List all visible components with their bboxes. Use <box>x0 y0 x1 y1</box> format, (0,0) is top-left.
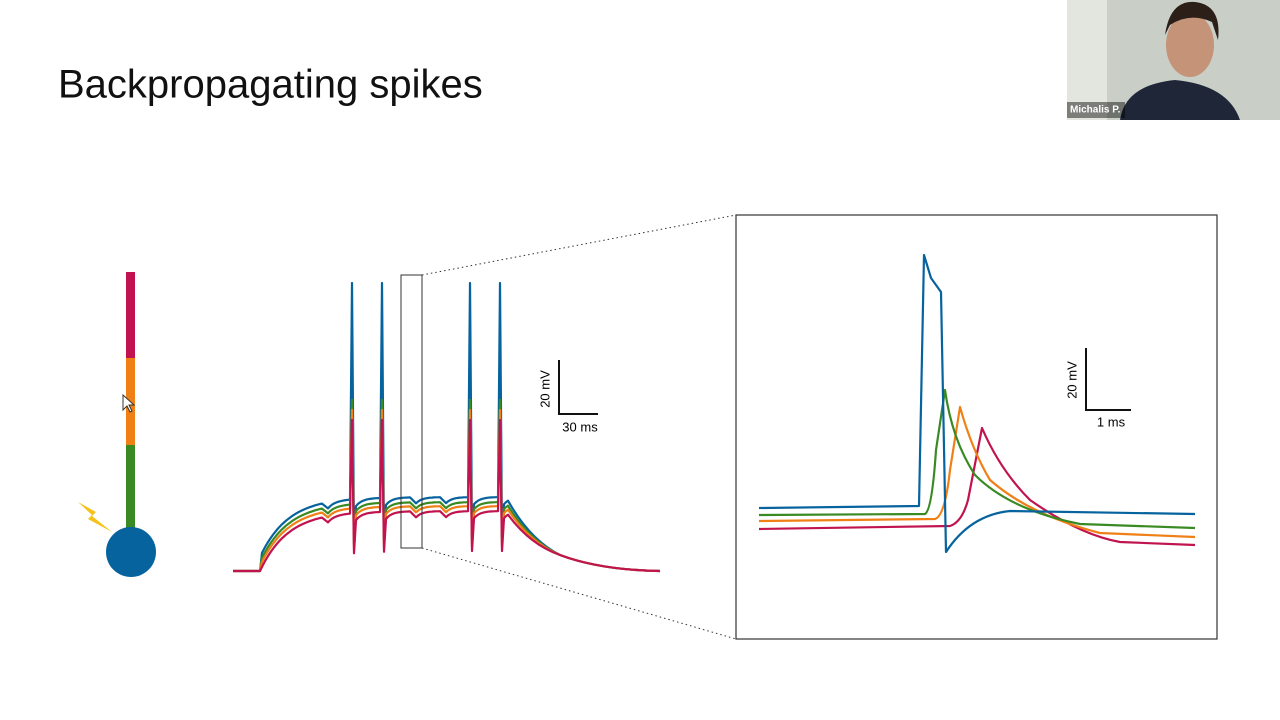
scale-time: 30 ms <box>562 419 598 434</box>
trace-distal <box>758 426 1196 547</box>
zoom-traces <box>758 253 1196 554</box>
scale-time: 1 ms <box>1097 414 1126 429</box>
video-wall <box>1067 0 1107 120</box>
trace-middle <box>233 408 661 573</box>
person-face <box>1166 13 1214 77</box>
stimulus-bolt <box>78 502 112 532</box>
scale-voltage: 20 mV <box>537 370 552 408</box>
trace-distal <box>233 418 661 573</box>
neuron <box>78 272 156 577</box>
zoom-window <box>400 274 423 549</box>
name-badge <box>1067 102 1125 118</box>
soma <box>106 527 156 577</box>
scale-bar <box>1085 348 1131 411</box>
trace-proximal <box>233 398 661 573</box>
participant-name: Michalis P. <box>1070 105 1121 116</box>
trace-proximal <box>758 388 1196 530</box>
trace-soma <box>758 253 1196 554</box>
video-tile: Michalis P. <box>1067 0 1280 120</box>
spike-train <box>233 281 661 573</box>
zoom-connector <box>421 214 737 276</box>
person-hair <box>1165 1 1219 40</box>
dendrite-proximal <box>126 445 135 530</box>
scale-voltage: 20 mV <box>1064 361 1079 399</box>
mouse-cursor <box>122 393 136 413</box>
slide-title: Backpropagating spikes <box>58 63 483 107</box>
dendrite-distal <box>126 272 135 358</box>
person-shirt <box>1120 80 1240 120</box>
zoom-connector <box>421 547 737 640</box>
trace-soma <box>233 281 661 573</box>
scale-bar <box>558 360 598 415</box>
zoom-panel <box>735 214 1218 640</box>
